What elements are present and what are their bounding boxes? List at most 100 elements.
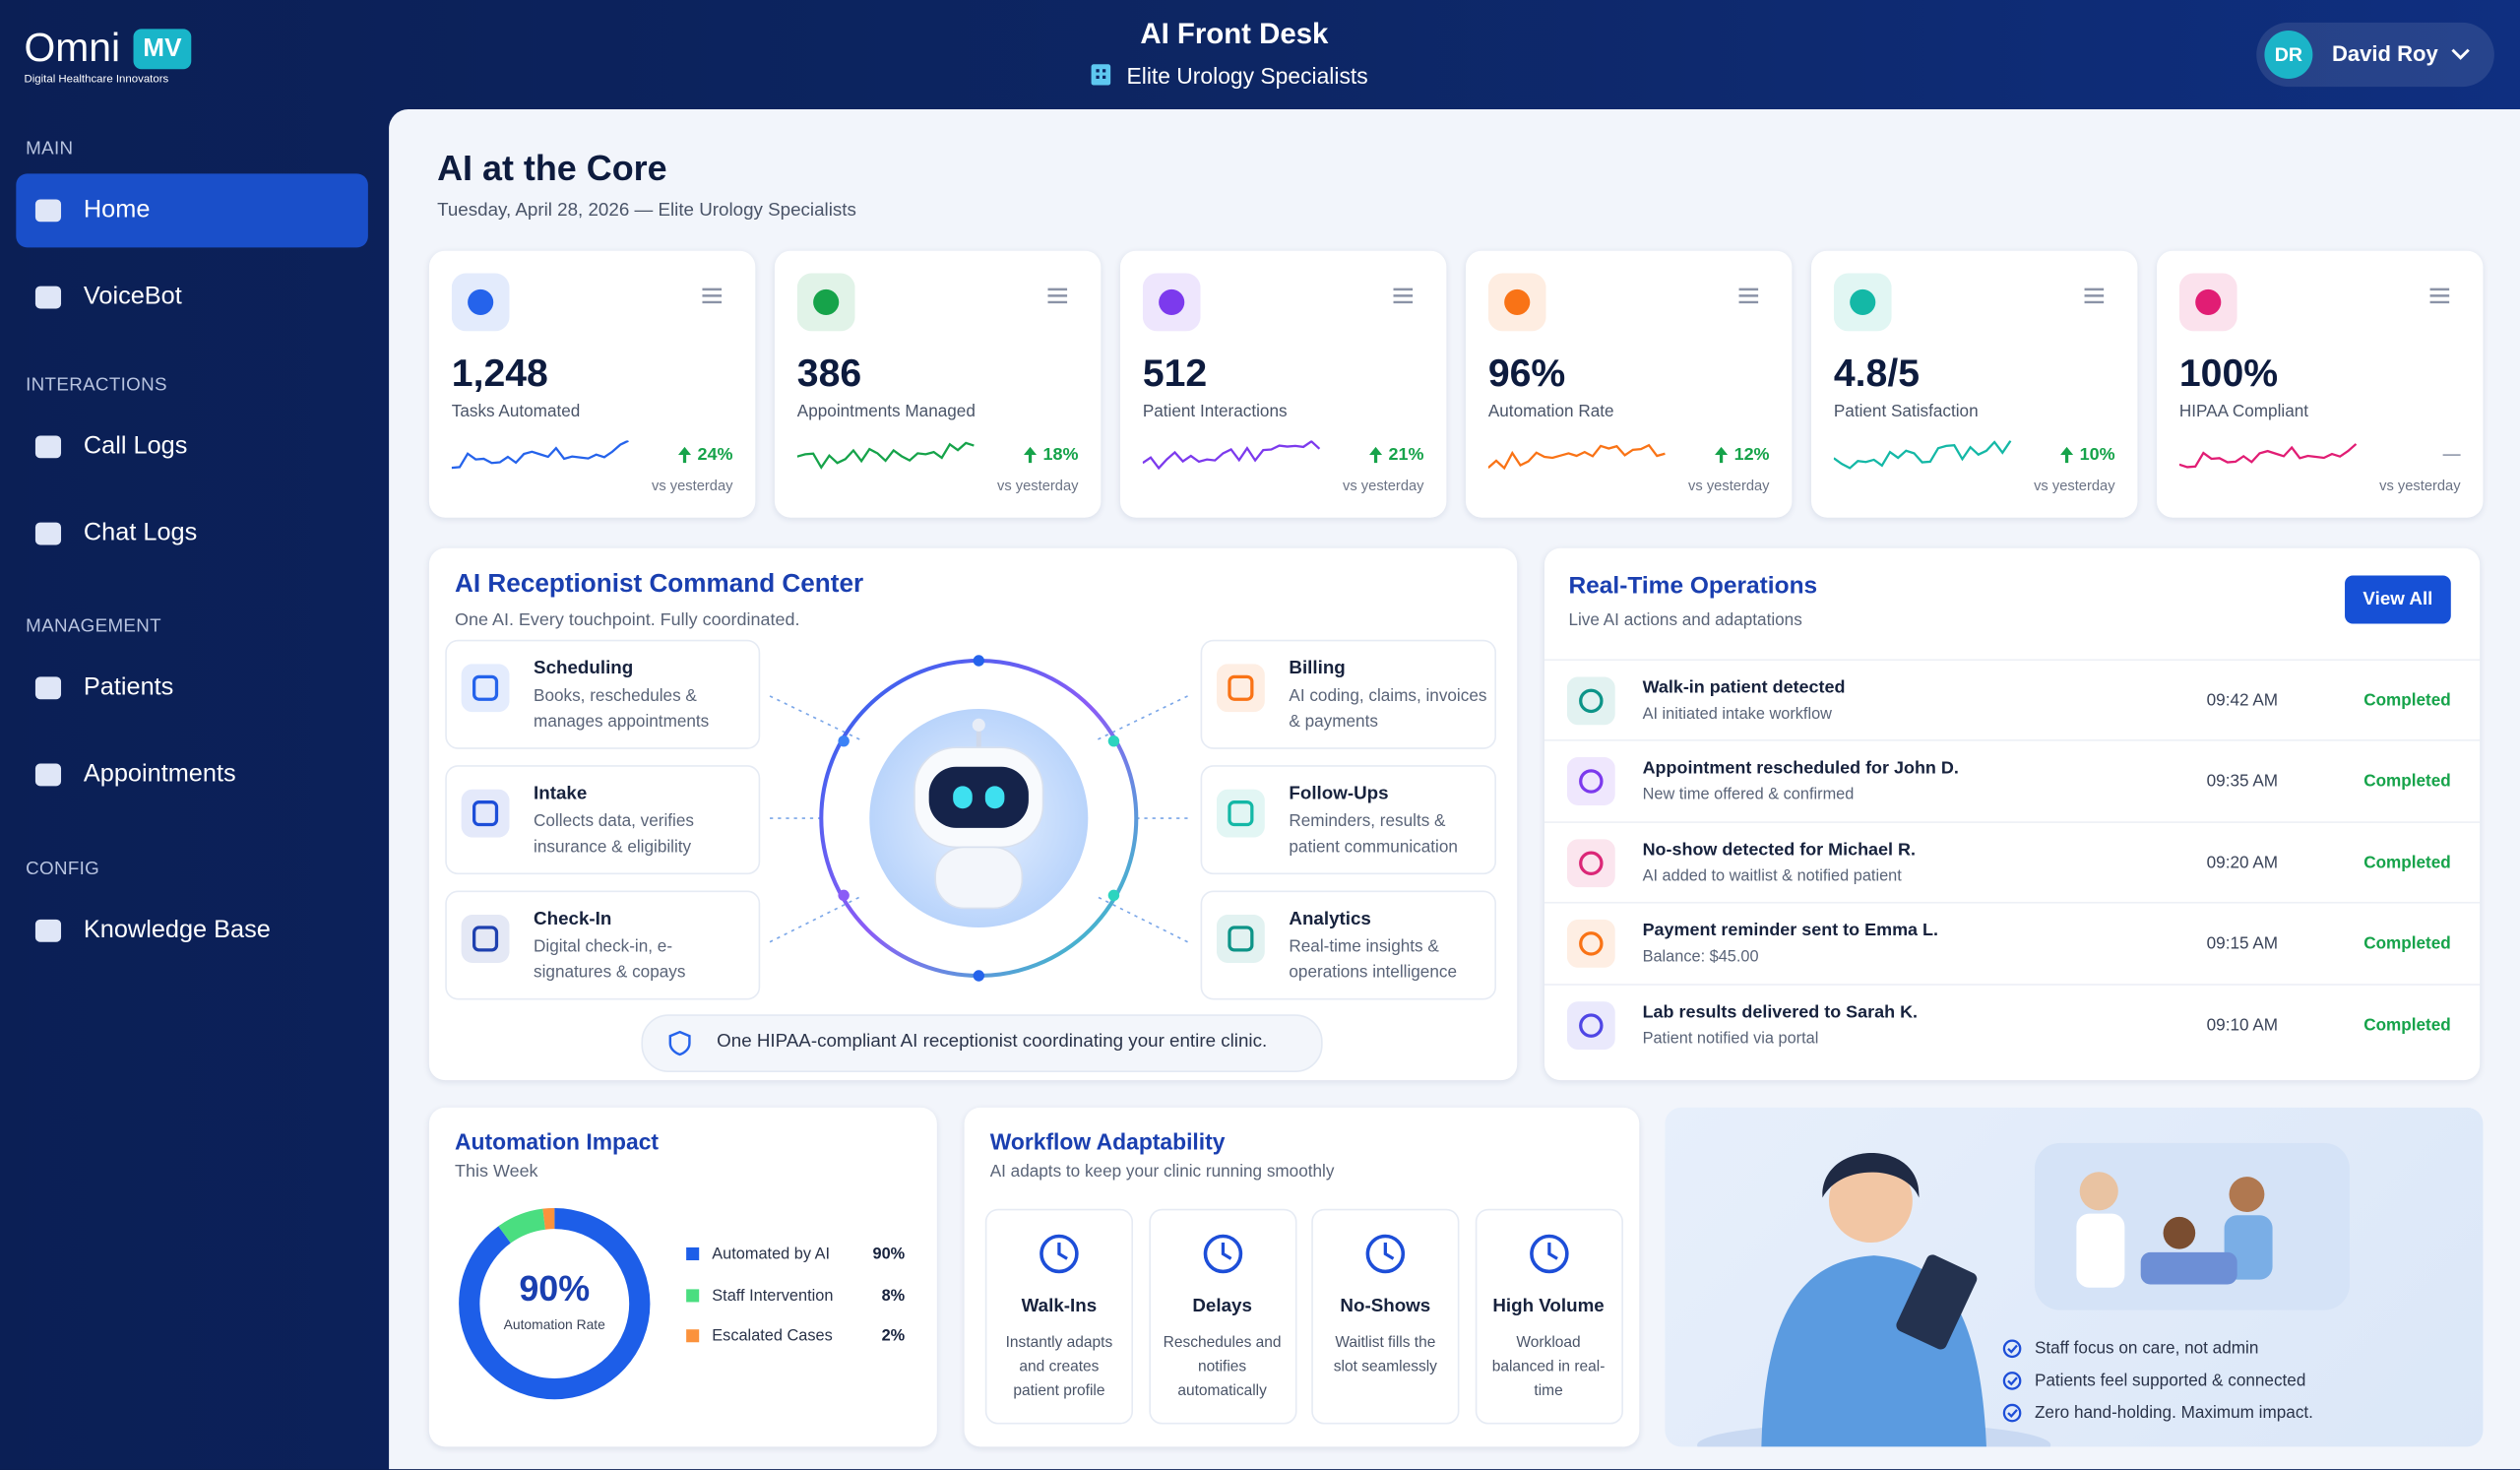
activity-time: 09:35 AM (2206, 772, 2279, 792)
ai-hub (769, 655, 1188, 982)
feature-title: Check-In (534, 910, 612, 929)
feature-description: Reminders, results & patient communicati… (1289, 811, 1458, 857)
workflow-card: Workflow Adaptability AI adapts to keep y… (964, 1107, 1640, 1447)
nav-item[interactable]: VoiceBot (16, 260, 368, 334)
activity-icon (1566, 1000, 1615, 1050)
hipaa-banner: One HIPAA-compliant AI receptionist coor… (641, 1014, 1323, 1072)
illustration-panel: Staff focus on care, not admin Patients f… (1665, 1107, 2484, 1447)
feature-description: AI coding, claims, invoices & payments (1289, 686, 1487, 732)
nav-label: Patients (83, 673, 174, 701)
workflow-description: Workload balanced in real-time (1491, 1334, 1606, 1401)
stat-card: 1,248 Tasks Automated 24% vs yesterday (428, 250, 756, 518)
header-title: AI Front Desk (1140, 17, 1329, 50)
stat-value: 1,248 (451, 352, 548, 396)
settings-icon (2084, 288, 2105, 304)
stat-icon (1142, 273, 1201, 332)
donut-chart: 90% Automation Rate (459, 1207, 651, 1400)
activity-row: Walk-in patient detected AI initiated int… (1544, 659, 2481, 740)
feature-card: Billing AI coding, claims, invoices & pay… (1200, 639, 1496, 749)
activity-title: Walk-in patient detected (1642, 677, 1846, 698)
workflow-item: No-Shows Waitlist fills the slot seamless… (1311, 1208, 1460, 1425)
nav-item[interactable]: Home (16, 173, 368, 248)
legend-swatch (686, 1329, 700, 1343)
feature-title: Scheduling (534, 659, 634, 678)
feature-title: Follow-Ups (1289, 784, 1389, 804)
automation-card: Automation Impact This Week 90% Automation … (428, 1107, 937, 1447)
activity-row: No-show detected for Michael R. AI added … (1544, 820, 2481, 903)
view-all-button[interactable]: View All (2345, 575, 2451, 624)
stat-icon (1833, 273, 1892, 332)
card-subtitle: AI adapts to keep your clinic running sm… (989, 1162, 1335, 1182)
legend-swatch (686, 1246, 700, 1260)
legend-value: 2% (881, 1327, 906, 1346)
trend-arrow (1715, 446, 1729, 464)
settings-icon (1738, 288, 1759, 304)
activity-time: 09:20 AM (2206, 853, 2279, 873)
settings-icon (2429, 288, 2450, 304)
stat-card: 4.8/5 Patient Satisfaction 10% vs yesterday (1810, 250, 2138, 518)
sparkline (451, 440, 629, 470)
nav-icon (34, 286, 62, 309)
stat-note: vs yesterday (2379, 477, 2461, 494)
check-icon (2002, 1339, 2022, 1359)
activity-detail: New time offered & confirmed (1642, 787, 1855, 804)
nav-item[interactable]: Knowledge Base (16, 894, 368, 968)
donut-segment (459, 1207, 651, 1400)
feature-description: Collects data, verifies insurance & elig… (534, 811, 694, 857)
workflow-icon (1529, 1234, 1568, 1274)
activity-title: Lab results delivered to Sarah K. (1642, 1002, 1919, 1022)
nav-item[interactable]: Patients (16, 651, 368, 725)
nav-icon (34, 435, 62, 459)
brand-tagline: Digital Healthcare Innovators (24, 74, 169, 86)
user-avatar: DR (2264, 31, 2313, 79)
stat-value: 4.8/5 (1833, 352, 1921, 396)
nav-label: Knowledge Base (83, 916, 271, 944)
stat-note: vs yesterday (1343, 477, 1424, 494)
header-clinic: Elite Urology Specialists (1126, 62, 1368, 89)
workflow-title: Delays (1192, 1297, 1252, 1317)
feature-card: Analytics Real-time insights & operations… (1200, 890, 1496, 1000)
settings-icon (702, 288, 723, 304)
operations-card: Real-Time Operations Live AI actions and … (1544, 547, 2481, 1081)
card-title: Real-Time Operations (1568, 572, 1818, 600)
check-icon (2002, 1403, 2022, 1423)
workflow-description: Reschedules and notifies automatically (1163, 1334, 1282, 1401)
activity-status: Completed (2363, 933, 2451, 954)
legend-label: Staff Intervention (712, 1286, 834, 1305)
stat-label: Tasks Automated (451, 402, 581, 421)
activity-row: Lab results delivered to Sarah K. Patient… (1544, 983, 2481, 1065)
feature-card: Follow-Ups Reminders, results & patient c… (1200, 765, 1496, 875)
nav-section-label: MAIN (26, 140, 74, 160)
stat-label: HIPAA Compliant (2178, 402, 2309, 421)
nav-item[interactable]: Appointments (16, 737, 368, 811)
nav-icon (34, 763, 62, 787)
nav-icon (34, 676, 62, 700)
hipaa-text: One HIPAA-compliant AI receptionist coor… (717, 1032, 1268, 1052)
workflow-description: Waitlist fills the slot seamlessly (1333, 1334, 1437, 1376)
stat-note: vs yesterday (1688, 477, 1770, 494)
donut-center-label: Automation Rate (504, 1316, 606, 1332)
card-title: Automation Impact (455, 1128, 660, 1155)
stat-icon (1487, 273, 1546, 332)
activity-row: Appointment rescheduled for John D. New t… (1544, 739, 2481, 822)
user-name: David Roy (2331, 41, 2438, 66)
stat-label: Patient Satisfaction (1833, 402, 1979, 421)
trend-arrow (1369, 446, 1383, 464)
stat-icon (2178, 273, 2237, 332)
user-menu[interactable]: DR David Roy (2256, 22, 2494, 88)
nav-section-label: MANAGEMENT (26, 616, 161, 637)
feature-title: Analytics (1289, 910, 1371, 929)
workflow-title: Walk-Ins (1021, 1297, 1098, 1317)
stat-change: 10% (2079, 445, 2115, 465)
workflow-title: High Volume (1492, 1297, 1605, 1317)
page-title: AI at the Core (437, 148, 667, 189)
nav-item[interactable]: Chat Logs (16, 496, 368, 570)
nav-label: VoiceBot (83, 283, 182, 311)
feature-title: Billing (1289, 659, 1346, 678)
feature-description: Real-time insights & operations intellig… (1289, 936, 1457, 982)
card-title: AI Receptionist Command Center (455, 570, 864, 599)
activity-detail: AI initiated intake workflow (1642, 705, 1832, 724)
legend-label: Automated by AI (712, 1246, 831, 1264)
nav-item[interactable]: Call Logs (16, 410, 368, 483)
workflow-item: Delays Reschedules and notifies automatic… (1148, 1208, 1296, 1425)
